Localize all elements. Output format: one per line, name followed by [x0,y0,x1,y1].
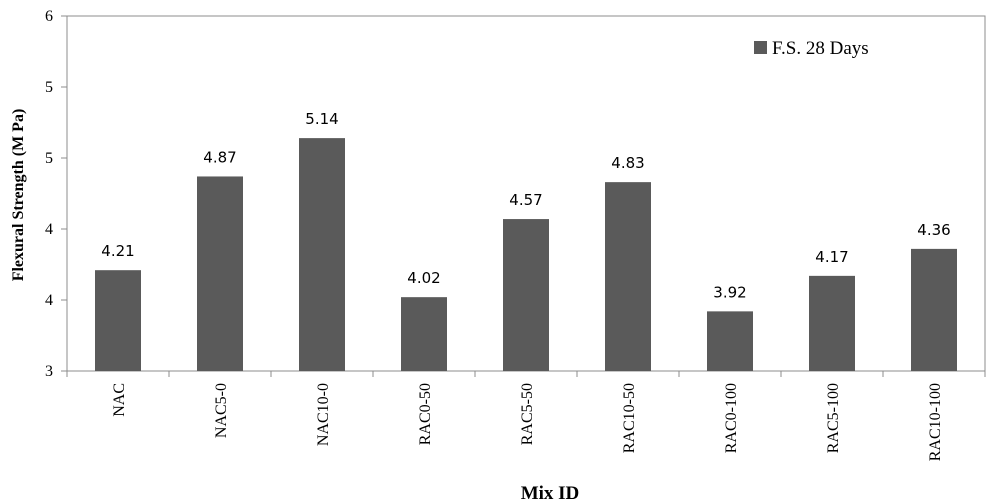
x-tick-label: RAC0-100 [723,383,740,453]
bar [95,270,141,371]
legend: F.S. 28 Days [754,38,869,59]
data-label: 4.87 [203,148,236,166]
bar [707,311,753,371]
y-tick-label: 4 [45,221,53,238]
x-tick-label: RAC0-50 [417,383,434,445]
legend-swatch [754,41,767,54]
bar [911,248,957,371]
x-tick-label: NAC [111,383,128,417]
x-tick-label: NAC5-0 [213,383,230,438]
data-label: 4.02 [407,269,440,287]
x-axis-title: Mix ID [521,483,580,504]
data-label: 3.92 [713,283,746,301]
plot-area: 3 4 4 5 5 6 4.21 NAC 4.87 NAC5-0 5.14 NAC10-0 4.02 RA… [45,8,986,461]
x-tick-label: RAC5-50 [519,383,536,445]
y-tick-label: 4 [45,292,53,309]
bar [401,297,447,371]
data-label: 4.57 [509,191,542,209]
bar [503,219,549,371]
data-label: 4.17 [815,248,848,266]
y-tick-label: 6 [45,8,53,25]
data-label: 5.14 [305,110,338,128]
bar [605,182,651,371]
data-label: 4.83 [611,154,644,172]
data-label: 4.21 [101,242,134,260]
x-tick-label: RAC5-100 [825,383,842,453]
bar [197,176,243,371]
bar [299,138,345,371]
bar [809,275,855,371]
x-tick-label: NAC10-0 [315,383,332,446]
y-axis-title: Flexural Strength (M Pa) [10,109,27,282]
y-tick-label: 5 [45,79,53,96]
y-tick-label: 3 [45,363,53,380]
legend-label: F.S. 28 Days [772,38,869,59]
x-tick-label: RAC10-50 [621,383,638,453]
x-tick-label: RAC10-100 [927,383,944,461]
data-label: 4.36 [917,221,950,239]
y-tick-label: 5 [45,150,53,167]
